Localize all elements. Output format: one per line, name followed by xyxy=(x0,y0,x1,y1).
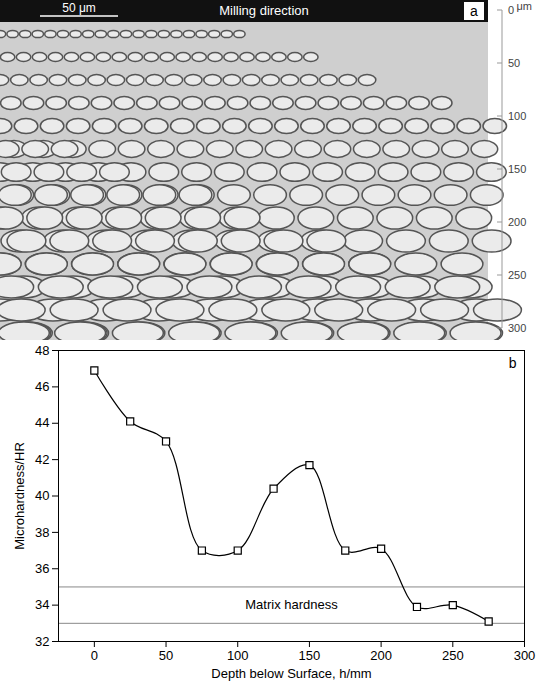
svg-text:0: 0 xyxy=(91,648,98,663)
svg-text:32: 32 xyxy=(35,634,49,649)
svg-text:46: 46 xyxy=(35,379,49,394)
svg-text:Depth below Surface, h/mm: Depth below Surface, h/mm xyxy=(211,666,371,681)
svg-text:μm: μm xyxy=(516,0,532,12)
svg-text:300: 300 xyxy=(508,322,526,334)
svg-text:b: b xyxy=(509,355,517,371)
svg-text:250: 250 xyxy=(442,648,464,663)
svg-text:40: 40 xyxy=(35,488,49,503)
svg-text:Microhardness/HR: Microhardness/HR xyxy=(12,442,27,550)
svg-text:250: 250 xyxy=(508,269,526,281)
svg-text:200: 200 xyxy=(508,216,526,228)
svg-text:150: 150 xyxy=(508,163,526,175)
svg-text:50: 50 xyxy=(508,57,520,69)
svg-text:34: 34 xyxy=(35,597,49,612)
svg-text:100: 100 xyxy=(227,648,249,663)
svg-text:48: 48 xyxy=(35,343,49,358)
svg-text:a: a xyxy=(470,3,478,19)
svg-text:300: 300 xyxy=(514,648,536,663)
svg-text:100: 100 xyxy=(508,110,526,122)
svg-text:150: 150 xyxy=(299,648,321,663)
svg-text:Milling direction: Milling direction xyxy=(219,3,309,18)
svg-text:0: 0 xyxy=(508,4,514,16)
svg-text:42: 42 xyxy=(35,452,49,467)
svg-text:38: 38 xyxy=(35,525,49,540)
svg-text:44: 44 xyxy=(35,415,49,430)
svg-text:200: 200 xyxy=(370,648,392,663)
svg-text:50: 50 xyxy=(159,648,173,663)
svg-text:50 μm: 50 μm xyxy=(62,1,96,15)
svg-text:Matrix hardness: Matrix hardness xyxy=(245,597,338,612)
svg-text:36: 36 xyxy=(35,561,49,576)
